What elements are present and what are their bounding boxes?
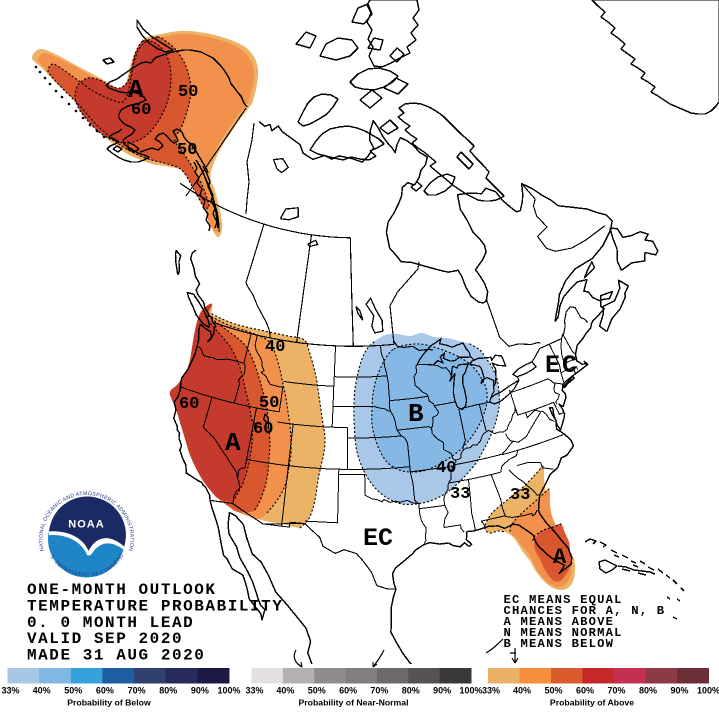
svg-text:100%: 100% — [697, 686, 719, 696]
svg-text:50%: 50% — [308, 686, 326, 696]
svg-text:50%: 50% — [64, 686, 82, 696]
svg-text:50: 50 — [178, 83, 198, 102]
svg-text:70%: 70% — [128, 686, 146, 696]
svg-text:33: 33 — [450, 485, 470, 504]
svg-text:TEMPERATURE PROBABILITY: TEMPERATURE PROBABILITY — [27, 597, 284, 615]
svg-text:NOAA: NOAA — [68, 519, 104, 531]
svg-text:MADE 31 AUG 2020: MADE 31 AUG 2020 — [27, 647, 205, 665]
svg-text:33%: 33% — [482, 686, 500, 696]
svg-text:EC MEANS EQUAL: EC MEANS EQUAL — [504, 593, 623, 607]
svg-text:EC: EC — [545, 351, 579, 380]
svg-text:VALID SEP 2020: VALID SEP 2020 — [27, 630, 183, 648]
svg-text:33%: 33% — [245, 686, 263, 696]
svg-text:70%: 70% — [607, 686, 625, 696]
svg-text:33: 33 — [510, 486, 530, 505]
svg-text:50%: 50% — [544, 686, 562, 696]
svg-text:Probability of Below: Probability of Below — [67, 698, 151, 708]
svg-text:B: B — [408, 399, 424, 429]
svg-text:50: 50 — [259, 394, 279, 413]
svg-text:A MEANS ABOVE: A MEANS ABOVE — [504, 615, 615, 629]
svg-text:100%: 100% — [217, 686, 240, 696]
svg-text:0. 0 MONTH LEAD: 0. 0 MONTH LEAD — [27, 614, 194, 632]
svg-text:90%: 90% — [670, 686, 688, 696]
svg-text:50: 50 — [177, 141, 197, 160]
svg-text:80%: 80% — [159, 686, 177, 696]
svg-text:60%: 60% — [96, 686, 114, 696]
svg-text:90%: 90% — [191, 686, 209, 696]
svg-text:B MEANS BELOW: B MEANS BELOW — [504, 637, 615, 651]
svg-text:80%: 80% — [639, 686, 657, 696]
svg-text:100%: 100% — [459, 686, 482, 696]
svg-text:40%: 40% — [513, 686, 531, 696]
svg-text:60%: 60% — [576, 686, 594, 696]
svg-text:60%: 60% — [339, 686, 357, 696]
svg-text:60: 60 — [179, 395, 199, 414]
svg-text:40%: 40% — [276, 686, 294, 696]
svg-text:60: 60 — [253, 420, 273, 439]
svg-text:Probability of Above: Probability of Above — [550, 698, 634, 708]
svg-text:A: A — [128, 75, 144, 105]
svg-text:Probability of Near-Normal: Probability of Near-Normal — [298, 698, 408, 708]
svg-text:40%: 40% — [33, 686, 51, 696]
svg-text:EC: EC — [363, 524, 393, 553]
svg-text:60: 60 — [131, 101, 151, 120]
svg-text:40: 40 — [265, 338, 285, 357]
svg-text:70%: 70% — [370, 686, 388, 696]
svg-text:80%: 80% — [402, 686, 420, 696]
svg-text:33%: 33% — [1, 686, 19, 696]
svg-text:A: A — [225, 428, 241, 458]
svg-text:90%: 90% — [433, 686, 451, 696]
svg-text:40: 40 — [436, 459, 456, 478]
svg-text:CHANCES FOR A, N, B: CHANCES FOR A, N, B — [504, 604, 666, 618]
svg-text:N MEANS NORMAL: N MEANS NORMAL — [504, 626, 623, 640]
svg-text:ONE-MONTH OUTLOOK: ONE-MONTH OUTLOOK — [27, 581, 217, 599]
svg-text:A: A — [553, 545, 567, 570]
